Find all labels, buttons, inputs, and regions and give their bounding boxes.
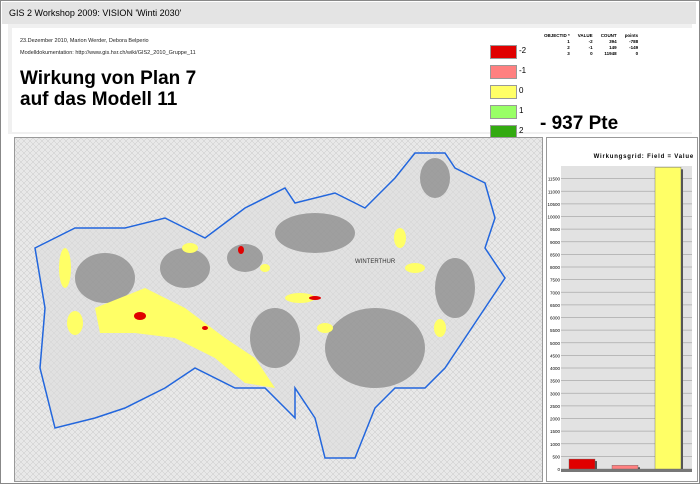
- cell: 1: [567, 38, 570, 44]
- bar--1: [611, 465, 639, 470]
- cell: -1: [588, 44, 593, 50]
- legend-label: -2: [519, 46, 527, 55]
- forest-areas: [75, 158, 475, 388]
- header-cell: OBJECTID *: [544, 32, 570, 38]
- cell: 0: [590, 50, 593, 56]
- info-panel-inner: [12, 28, 692, 132]
- bar-chart: Wirkungsgrid: Field = Value 0 500 1000 1500…: [547, 154, 694, 472]
- documentation-link[interactable]: Modelldokumentation: http://www.gis.hsr.…: [20, 50, 196, 56]
- heading-line-2: auf das Modell 11: [20, 89, 178, 110]
- y-tick-label: 1500: [550, 429, 561, 434]
- cell: -149: [629, 44, 639, 50]
- y-tick-label: 1000: [550, 442, 561, 447]
- bar-shadow: [681, 169, 683, 470]
- y-tick-label: 5500: [550, 328, 561, 333]
- y-tick-label: 4500: [550, 353, 561, 358]
- authors-text: 23.Dezember 2010, Marion Werder, Debora …: [20, 38, 149, 44]
- y-tick-label: 6000: [550, 316, 561, 321]
- cell: 149: [609, 44, 617, 50]
- chart-title: Wirkungsgrid: Field = Value: [594, 154, 694, 160]
- y-tick-label: 4000: [550, 366, 561, 371]
- chart-panel: Wirkungsgrid: Field = Value 0 500 1000 1500…: [546, 137, 698, 482]
- cell: 0: [635, 50, 639, 56]
- table-row: 2 -1 149 -149: [540, 44, 642, 50]
- y-tick-label: 8500: [550, 252, 561, 257]
- header-cell: points: [624, 32, 639, 38]
- cell: -788: [629, 38, 639, 44]
- bar-shadow: [638, 467, 640, 469]
- map-view[interactable]: WINTERTHUR: [14, 137, 543, 482]
- legend-label: -1: [519, 66, 527, 75]
- bar--2: [568, 458, 596, 470]
- legend-swatch: [490, 45, 517, 59]
- attribute-table: OBJECTID * VALUE COUNT points 1 -2 394 -788 2 -…: [540, 32, 642, 56]
- y-tick-label: 9000: [550, 240, 561, 245]
- chart-floor: [561, 469, 692, 472]
- y-tick-label: 11000: [548, 189, 561, 194]
- y-tick-label: 2000: [550, 417, 561, 422]
- page-title: GIS 2 Workshop 2009: VISION 'Winti 2030': [2, 2, 696, 24]
- y-tick-label: 8000: [550, 265, 561, 270]
- y-tick-label: 10500: [547, 202, 560, 207]
- y-tick-label: 10000: [547, 215, 560, 220]
- legend-label: 0: [519, 86, 524, 95]
- cell: -2: [588, 38, 593, 44]
- cell: 394: [609, 38, 617, 44]
- y-tick-label: 0: [557, 467, 560, 472]
- y-tick-label: 7500: [550, 278, 561, 283]
- cell: 3: [567, 50, 570, 56]
- table-row: 3 0 11948 0: [540, 50, 642, 56]
- zone-value-minus-2: [134, 246, 321, 330]
- y-tick-label: 3500: [550, 379, 561, 384]
- map-svg: WINTERTHUR: [15, 138, 542, 481]
- y-tick-label: 2500: [550, 404, 561, 409]
- legend-label: 1: [519, 106, 524, 115]
- y-tick-label: 7000: [550, 290, 561, 295]
- cell: 2: [567, 44, 570, 50]
- heading-line-1: Wirkung von Plan 7: [20, 68, 197, 89]
- cell: 11948: [604, 50, 617, 56]
- main-heading: Wirkung von Plan 7 auf das Modell 11: [20, 68, 196, 110]
- table-header-row: OBJECTID * VALUE COUNT points: [540, 32, 642, 38]
- legend-swatch: [490, 85, 517, 99]
- legend-label: 2: [519, 126, 524, 135]
- place-label: WINTERTHUR: [355, 259, 396, 265]
- bar-0: [654, 167, 682, 470]
- header-cell: VALUE: [577, 32, 593, 38]
- points-total: - 937 Pte: [540, 113, 619, 134]
- y-tick-label: 500: [552, 454, 560, 459]
- y-tick-label: 6500: [550, 303, 561, 308]
- legend-swatch: [490, 65, 517, 79]
- table-row: 1 -2 394 -788: [540, 38, 642, 44]
- bar-shadow: [595, 461, 597, 469]
- y-tick-label: 9500: [550, 227, 561, 232]
- y-tick-label: 3000: [550, 391, 561, 396]
- y-tick-label: 5000: [550, 341, 561, 346]
- y-tick-label: 11500: [548, 177, 561, 182]
- header-cell: COUNT: [600, 32, 617, 38]
- legend-swatch: [490, 105, 517, 119]
